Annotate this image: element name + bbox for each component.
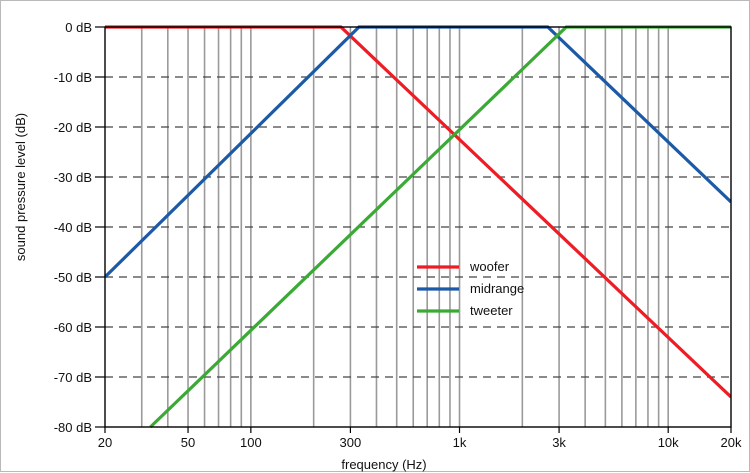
legend-label-woofer: woofer [469,259,510,274]
y-tick-label: -30 dB [54,170,92,185]
x-tick-label: 20k [721,435,742,450]
major-gridlines [105,76,731,378]
y-tick-label: 0 dB [65,20,92,35]
x-tick-label: 300 [340,435,362,450]
x-axis-ticks: 20 50 100 300 1k 3k 10k 20k [98,427,742,450]
legend: woofer midrange tweeter [417,259,524,318]
x-axis-title: frequency (Hz) [341,457,426,472]
x-tick-label: 1k [453,435,467,450]
x-tick-label: 20 [98,435,112,450]
y-tick-label: -20 dB [54,120,92,135]
y-tick-label: -10 dB [54,70,92,85]
y-tick-label: -40 dB [54,220,92,235]
y-tick-label: -70 dB [54,370,92,385]
legend-label-midrange: midrange [470,281,524,296]
legend-label-tweeter: tweeter [470,303,513,318]
y-tick-label: -50 dB [54,270,92,285]
x-tick-label: 10k [658,435,679,450]
y-axis-title: sound pressure level (dB) [13,113,28,261]
x-tick-label: 100 [240,435,262,450]
y-tick-label: -80 dB [54,420,92,435]
x-tick-label: 50 [181,435,195,450]
y-axis-ticks: 0 dB -10 dB -20 dB -30 dB -40 dB -50 dB -60 dB… [54,20,105,435]
y-tick-label: -60 dB [54,320,92,335]
x-tick-label: 3k [552,435,566,450]
